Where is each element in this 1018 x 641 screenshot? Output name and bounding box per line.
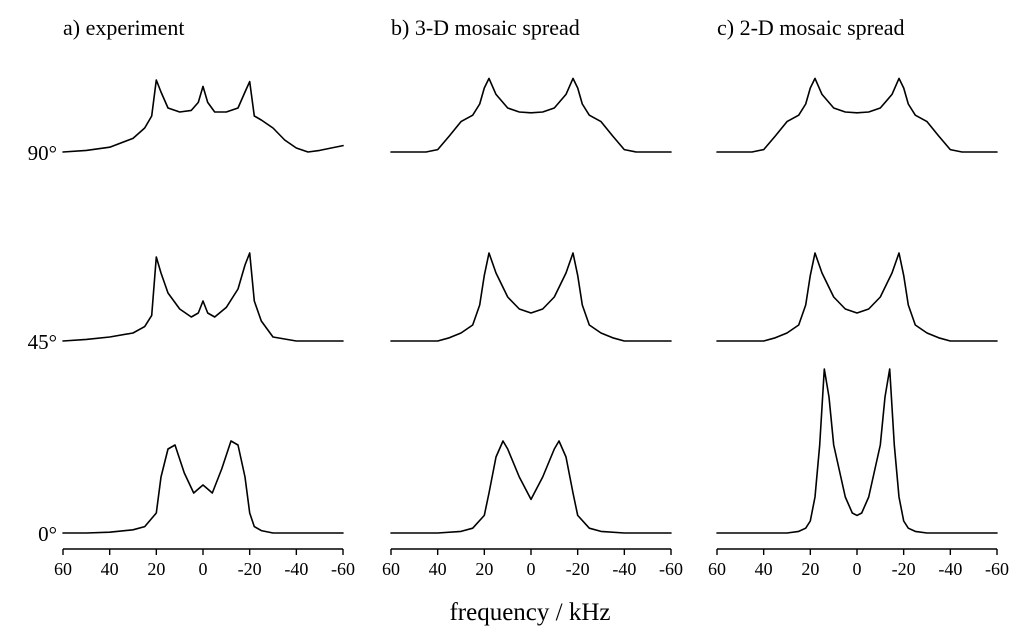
spectrum-trace-90deg [390,77,672,153]
x-tick-label: -20 [566,559,590,579]
x-tick-label: 60 [382,559,400,579]
x-tick-label: 20 [147,559,165,579]
angle-label: 45° [28,330,57,354]
spectrum-trace-0deg [390,440,672,534]
x-tick-label: 20 [801,559,819,579]
spectrum-trace-90deg [716,77,998,153]
angle-labels: 90° 45° 0° [28,141,57,546]
panel-title: b) 3-D mosaic spread [391,15,580,40]
spectrum-trace-90deg [62,79,344,153]
spectrum-trace-45deg [62,252,344,342]
x-tick-label: 60 [54,559,72,579]
x-tick-label: -40 [612,559,636,579]
x-tick-label: -60 [985,559,1009,579]
panel-3: c) 2-D mosaic spread 60 40 20 0 -20 -40 -60 [708,15,1009,579]
x-tick-label: -40 [938,559,962,579]
x-tick-label: 40 [101,559,119,579]
panel-1: a) experiment 60 40 20 0 -20 -40 -60 [54,15,355,579]
x-tick-label: 0 [853,559,862,579]
spectrum-trace-0deg [716,368,998,534]
angle-label: 0° [38,522,57,546]
angle-label: 90° [28,141,57,165]
x-tick-label: 60 [708,559,726,579]
x-tick-label: 20 [475,559,493,579]
x-tick-label: -20 [238,559,262,579]
x-tick-label: -60 [331,559,355,579]
spectrum-trace-0deg [62,440,344,534]
panel-2: b) 3-D mosaic spread 60 40 20 0 -20 -40 -60 [382,15,683,579]
panel-title: a) experiment [63,15,185,40]
spectrum-trace-45deg [390,252,672,342]
x-tick-label: -40 [284,559,308,579]
spectrum-trace-45deg [716,252,998,342]
panel-title: c) 2-D mosaic spread [717,15,905,40]
x-tick-label: -20 [892,559,916,579]
x-axis-label: frequency / kHz [449,599,610,626]
x-tick-label: 40 [755,559,773,579]
x-tick-label: 0 [527,559,536,579]
x-tick-label: -60 [659,559,683,579]
x-tick-label: 40 [429,559,447,579]
x-tick-label: 0 [199,559,208,579]
